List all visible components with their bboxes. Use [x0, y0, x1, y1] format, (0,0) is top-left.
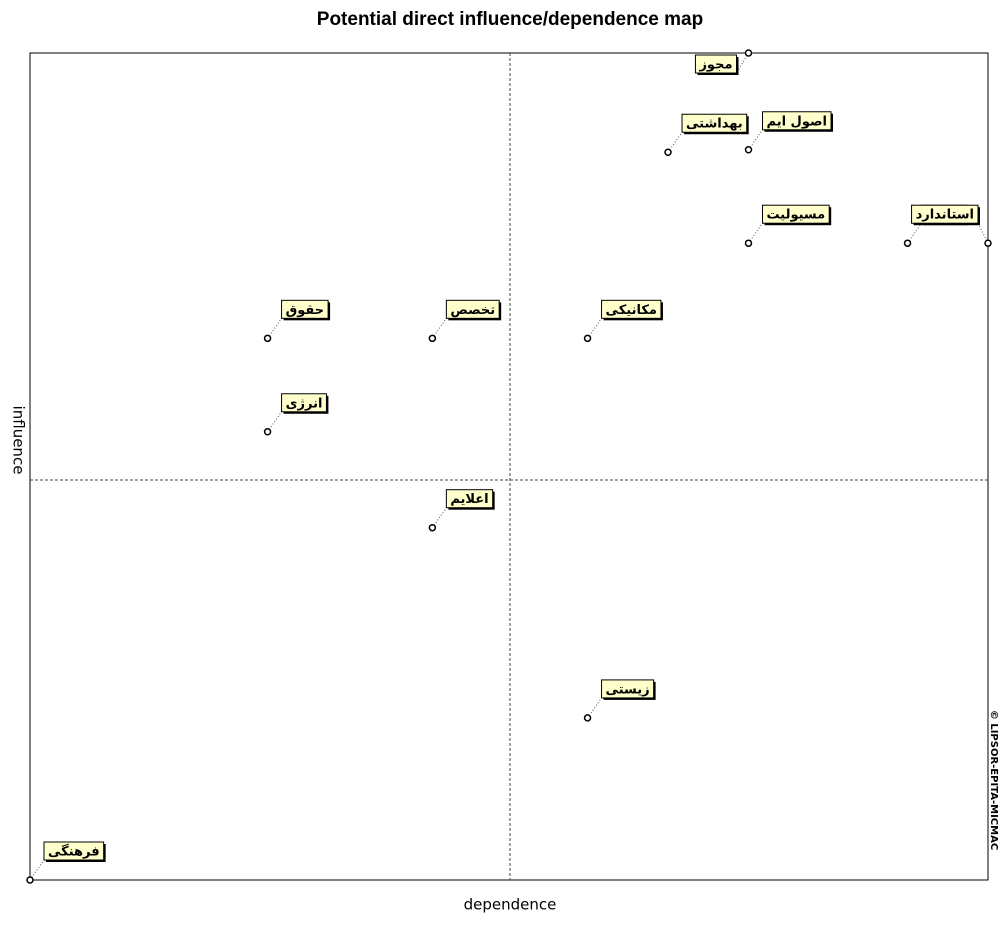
- label-box: [43, 841, 105, 861]
- point: [984, 239, 992, 247]
- point-label: اعلایم: [450, 492, 488, 507]
- point: [744, 146, 753, 154]
- point: [26, 876, 34, 884]
- point-label: انرژی: [286, 396, 323, 411]
- point: [428, 523, 437, 532]
- point: [744, 49, 753, 57]
- point-label: بهداشتی: [686, 117, 743, 132]
- leader-line: [587, 697, 602, 719]
- chart-title: Potential direct influence/dependence ma…: [317, 9, 703, 30]
- plot-frame: [29, 52, 989, 881]
- point: [583, 334, 592, 343]
- point-label: زیستی: [606, 682, 650, 697]
- leader-line: [748, 222, 763, 244]
- leader-line: [907, 222, 922, 244]
- y-axis-label: influence: [10, 406, 28, 475]
- point-label: حقوق: [286, 303, 325, 318]
- leader-line: [29, 859, 45, 881]
- point-label: اصول ایم: [767, 114, 828, 129]
- label-box: [281, 393, 327, 413]
- label-box: [694, 54, 737, 74]
- credit: © LIPSOR-EPITA-MICMAC: [988, 710, 999, 850]
- leader-line: [748, 129, 763, 151]
- label-box: [911, 204, 979, 224]
- label-box: [762, 111, 832, 131]
- label-box: [281, 299, 329, 319]
- label-box: [445, 299, 500, 319]
- point: [583, 714, 592, 722]
- point: [903, 239, 912, 247]
- point-label: مسیولیت: [767, 208, 826, 223]
- label-box: [601, 679, 655, 699]
- leader-line: [267, 318, 282, 339]
- leader-line: [267, 411, 282, 433]
- x-axis-label: dependence: [464, 896, 557, 914]
- point-label: فرهنگی: [48, 844, 100, 860]
- label-box: [681, 113, 748, 133]
- label-box: [601, 299, 662, 319]
- point-label: مکانیکی: [606, 303, 657, 318]
- point: [428, 334, 437, 343]
- leader-line: [736, 52, 749, 74]
- label-box: [445, 489, 494, 509]
- label-box: [762, 204, 830, 224]
- leader-line: [587, 318, 602, 339]
- point-label: تخصص: [450, 303, 495, 318]
- point: [263, 334, 272, 343]
- leader-line: [431, 507, 447, 528]
- leader-line: [667, 131, 683, 153]
- point-label: استاندارد: [916, 208, 974, 223]
- point: [744, 239, 753, 247]
- leader-line: [431, 318, 447, 339]
- point-label: مجوز: [698, 58, 732, 73]
- point: [263, 428, 272, 436]
- point: [664, 148, 672, 156]
